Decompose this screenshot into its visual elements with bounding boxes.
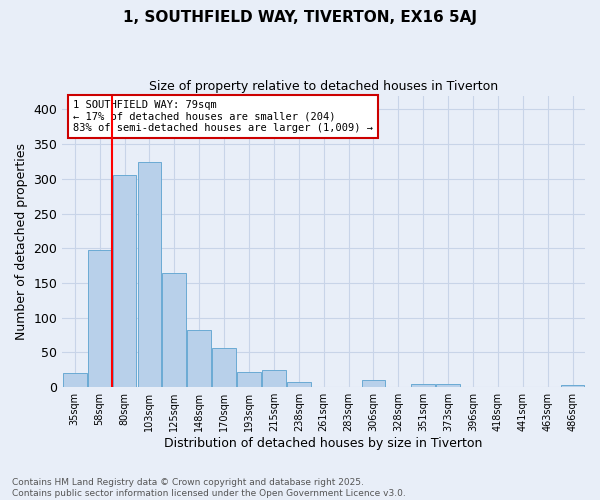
Bar <box>88 250 112 387</box>
Text: 1 SOUTHFIELD WAY: 79sqm
← 17% of detached houses are smaller (204)
83% of semi-d: 1 SOUTHFIELD WAY: 79sqm ← 17% of detache… <box>73 100 373 133</box>
Bar <box>63 374 86 387</box>
Title: Size of property relative to detached houses in Tiverton: Size of property relative to detached ho… <box>149 80 498 93</box>
Bar <box>412 384 435 387</box>
X-axis label: Distribution of detached houses by size in Tiverton: Distribution of detached houses by size … <box>164 437 483 450</box>
Bar <box>262 370 286 387</box>
Bar <box>362 380 385 387</box>
Y-axis label: Number of detached properties: Number of detached properties <box>15 143 28 340</box>
Text: Contains HM Land Registry data © Crown copyright and database right 2025.
Contai: Contains HM Land Registry data © Crown c… <box>12 478 406 498</box>
Bar <box>137 162 161 387</box>
Text: 1, SOUTHFIELD WAY, TIVERTON, EX16 5AJ: 1, SOUTHFIELD WAY, TIVERTON, EX16 5AJ <box>123 10 477 25</box>
Bar <box>163 272 186 387</box>
Bar <box>436 384 460 387</box>
Bar <box>237 372 261 387</box>
Bar <box>187 330 211 387</box>
Bar <box>561 385 584 387</box>
Bar <box>113 176 136 387</box>
Bar <box>212 348 236 387</box>
Bar <box>287 382 311 387</box>
